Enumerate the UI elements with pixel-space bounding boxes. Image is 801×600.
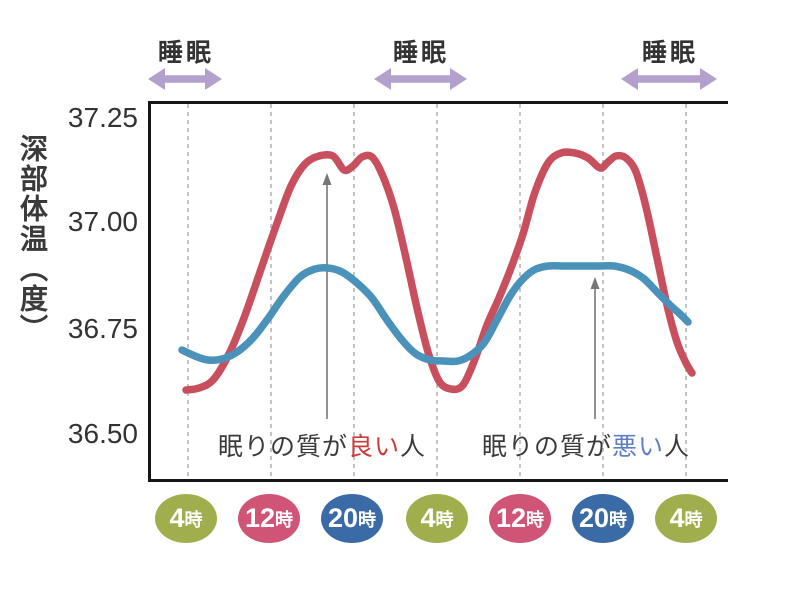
x-tick-unit: 時 — [526, 510, 545, 530]
x-tick-unit: 時 — [435, 510, 454, 530]
sleep-period-label: 睡眠 — [157, 39, 215, 67]
x-tick-pill-20h: 20 時 — [321, 494, 383, 543]
y-tick-label: 36.75 — [67, 313, 138, 344]
x-tick-pill-4h: 4 時 — [155, 494, 217, 543]
annotation-prefix: 眠りの質が — [217, 433, 348, 461]
annotation-good-sleeper: 眠りの質が良い人 — [218, 427, 426, 463]
y-tick-label: 37.25 — [67, 102, 138, 133]
x-tick-pill-12h: 12 時 — [238, 494, 300, 543]
x-tick-hour: 20 — [327, 503, 359, 533]
x-tick-unit: 時 — [275, 510, 294, 530]
x-tick-unit: 時 — [184, 510, 203, 530]
x-tick-pill-12h: 12 時 — [489, 494, 551, 543]
sleep-period-label: 睡眠 — [641, 39, 699, 67]
y-tick-label: 37.00 — [67, 206, 138, 237]
x-tick-hour: 12 — [244, 503, 276, 533]
x-tick-hour: 20 — [578, 503, 610, 533]
annotation-prefix: 眠りの質が — [481, 433, 612, 461]
x-tick-unit: 時 — [358, 510, 377, 530]
annotation-highlight: 良い — [347, 433, 401, 461]
x-tick-pill-4h: 4 時 — [406, 494, 468, 543]
y-axis-title: 深部体温（度） — [17, 134, 48, 344]
annotation-suffix: 人 — [664, 433, 691, 461]
x-tick-hour: 12 — [495, 503, 527, 533]
annotation-suffix: 人 — [400, 433, 427, 461]
y-tick-label: 36.50 — [67, 418, 138, 449]
x-tick-hour: 4 — [420, 503, 436, 533]
x-tick-unit: 時 — [609, 510, 628, 530]
x-tick-unit: 時 — [684, 510, 703, 530]
annotation-highlight: 悪い — [611, 433, 665, 461]
x-tick-hour: 4 — [669, 503, 685, 533]
annotation-bad-sleeper: 眠りの質が悪い人 — [482, 427, 690, 463]
sleep-period-label: 睡眠 — [392, 39, 450, 67]
x-tick-hour: 4 — [169, 503, 185, 533]
x-tick-pill-20h: 20 時 — [572, 494, 634, 543]
x-tick-pill-4h: 4 時 — [655, 494, 717, 543]
plot-area — [148, 101, 728, 482]
